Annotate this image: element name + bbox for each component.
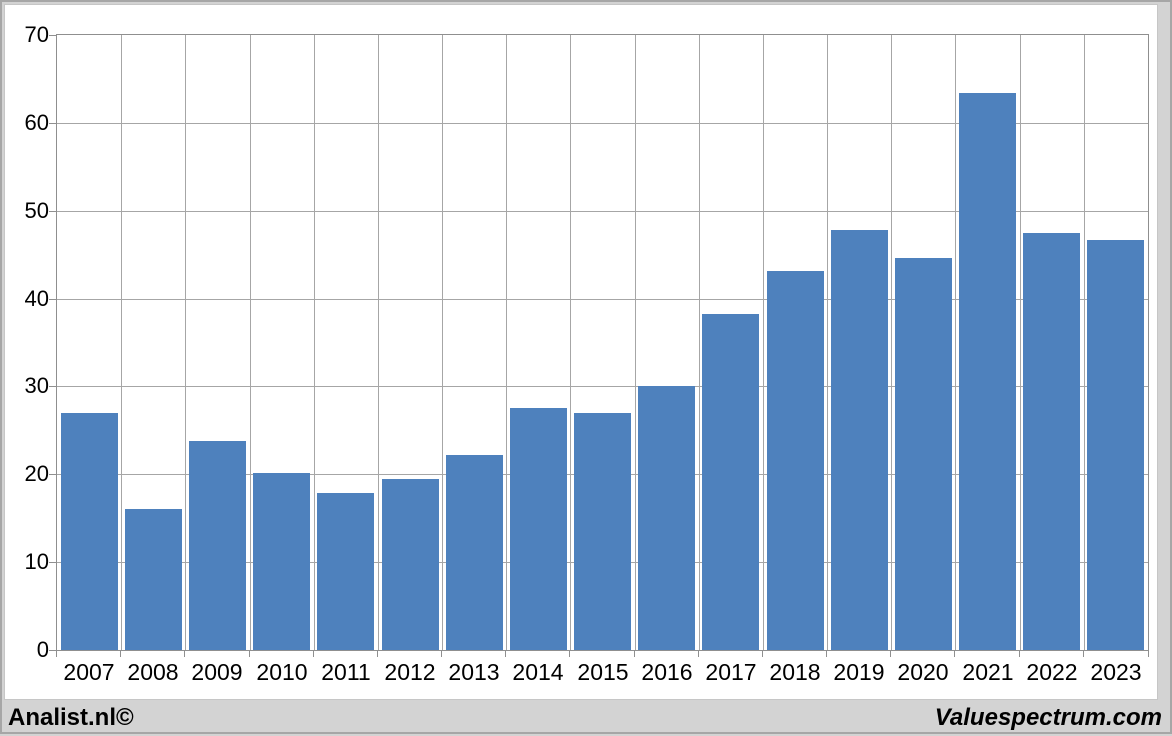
v-gridline xyxy=(378,35,379,650)
bar-2019 xyxy=(830,230,888,650)
h-gridline-40 xyxy=(57,299,1148,300)
y-tick-label-20: 20 xyxy=(24,461,49,486)
x-tick xyxy=(441,651,442,657)
x-tick-label-2022: 2022 xyxy=(1026,659,1078,685)
x-tick xyxy=(826,651,827,657)
x-tick-label-2009: 2009 xyxy=(191,659,243,685)
x-tick-label-2015: 2015 xyxy=(577,659,629,685)
v-gridline xyxy=(891,35,892,650)
v-gridline xyxy=(121,35,122,650)
x-tick-label-2013: 2013 xyxy=(448,659,500,685)
v-gridline xyxy=(506,35,507,650)
x-tick-label-2014: 2014 xyxy=(512,659,564,685)
x-tick-label-2011: 2011 xyxy=(321,659,371,685)
bar-2007 xyxy=(60,412,118,650)
bar-2010 xyxy=(253,473,311,650)
bar-2021 xyxy=(959,93,1017,650)
v-gridline xyxy=(763,35,764,650)
y-tick-label-50: 50 xyxy=(24,198,49,223)
x-tick-label-2007: 2007 xyxy=(63,659,115,685)
bar-2015 xyxy=(574,412,631,650)
y-tick-70 xyxy=(49,35,56,36)
x-tick xyxy=(569,651,570,657)
y-tick-label-70: 70 xyxy=(24,22,49,47)
bar-2016 xyxy=(638,385,696,650)
x-tick xyxy=(762,651,763,657)
v-gridline xyxy=(827,35,828,650)
v-gridline xyxy=(442,35,443,650)
y-tick-label-30: 30 xyxy=(24,373,49,398)
x-tick-label-2021: 2021 xyxy=(962,659,1014,685)
x-tick xyxy=(698,651,699,657)
x-tick-label-2019: 2019 xyxy=(833,659,885,685)
x-tick xyxy=(249,651,250,657)
x-tick xyxy=(377,651,378,657)
bar-2023 xyxy=(1087,239,1145,650)
y-tick-10 xyxy=(49,562,56,563)
y-tick-label-60: 60 xyxy=(24,110,49,135)
x-tick xyxy=(184,651,185,657)
v-gridline xyxy=(250,35,251,650)
h-gridline-60 xyxy=(57,123,1148,124)
y-tick-60 xyxy=(49,123,56,124)
x-tick-label-2016: 2016 xyxy=(641,659,693,685)
v-gridline xyxy=(185,35,186,650)
x-tick xyxy=(505,651,506,657)
v-gridline xyxy=(570,35,571,650)
y-tick-30 xyxy=(49,386,56,387)
v-gridline xyxy=(955,35,956,650)
x-tick xyxy=(1148,651,1149,657)
bar-2012 xyxy=(381,478,439,650)
v-gridline xyxy=(314,35,315,650)
attribution-bar: Analist.nl© Valuespectrum.com xyxy=(2,704,1172,736)
v-gridline xyxy=(699,35,700,650)
x-tick-label-2010: 2010 xyxy=(256,659,308,685)
h-gridline-30 xyxy=(57,386,1148,387)
x-tick xyxy=(890,651,891,657)
bar-2022 xyxy=(1023,232,1081,650)
x-tick xyxy=(1019,651,1020,657)
y-tick-label-10: 10 xyxy=(24,549,49,574)
v-gridline xyxy=(1084,35,1085,650)
h-gridline-50 xyxy=(57,211,1148,212)
bar-2017 xyxy=(702,314,760,650)
bar-2009 xyxy=(188,440,246,650)
x-tick-label-2017: 2017 xyxy=(705,659,757,685)
x-tick-label-2012: 2012 xyxy=(384,659,436,685)
x-tick-label-2020: 2020 xyxy=(897,659,949,685)
x-tick-label-2023: 2023 xyxy=(1090,659,1142,685)
y-tick-50 xyxy=(49,211,56,212)
x-tick xyxy=(634,651,635,657)
x-tick xyxy=(313,651,314,657)
y-tick-label-0: 0 xyxy=(36,637,49,662)
bar-2014 xyxy=(509,407,567,650)
bar-2018 xyxy=(766,271,824,650)
y-tick-0 xyxy=(49,650,56,651)
bar-2013 xyxy=(445,455,503,650)
x-tick-label-2008: 2008 xyxy=(127,659,179,685)
bar-2011 xyxy=(317,492,375,650)
x-tick-label-2018: 2018 xyxy=(769,659,821,685)
x-tick xyxy=(56,651,57,657)
v-gridline xyxy=(635,35,636,650)
valuespectrum-credit: Valuespectrum.com xyxy=(934,704,1162,731)
plot-area xyxy=(56,34,1149,651)
v-gridline xyxy=(1020,35,1021,650)
chart-panel: 0 10 20 30 40 50 60 70 2007 2008 2009 2010 2011 2012… xyxy=(4,4,1158,700)
x-tick xyxy=(954,651,955,657)
x-tick xyxy=(120,651,121,657)
x-tick xyxy=(1083,651,1084,657)
bar-2008 xyxy=(124,508,182,650)
y-tick-20 xyxy=(49,474,56,475)
analist-credit: Analist.nl© xyxy=(8,704,134,731)
y-tick-label-40: 40 xyxy=(24,286,49,311)
y-tick-40 xyxy=(49,299,56,300)
bar-2020 xyxy=(894,258,952,650)
